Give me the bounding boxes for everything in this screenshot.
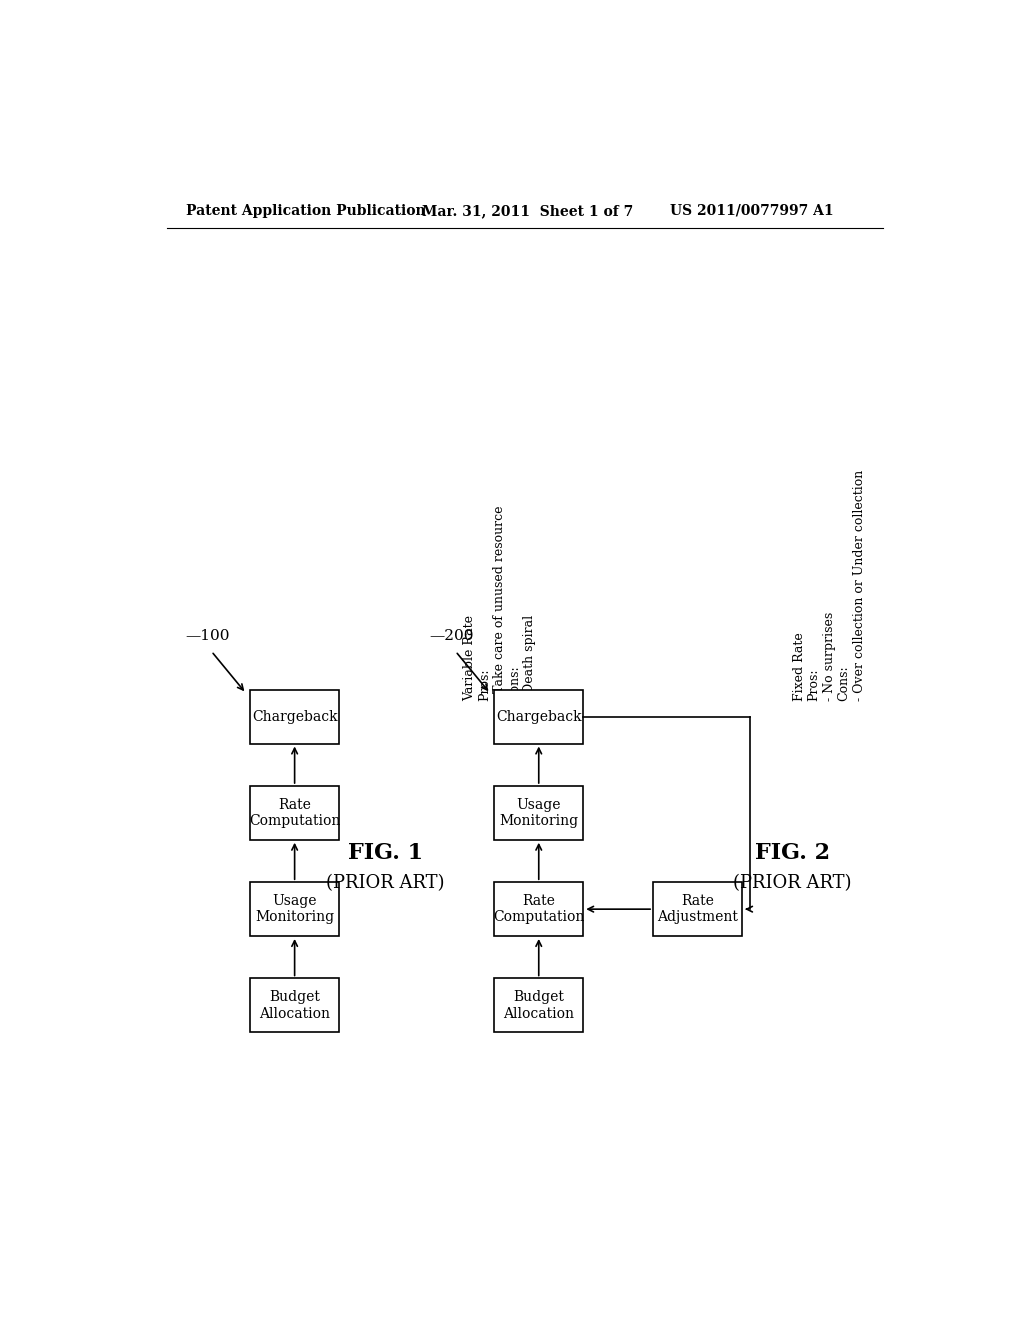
- Text: Patent Application Publication: Patent Application Publication: [186, 203, 426, 218]
- Text: Rate
Computation: Rate Computation: [249, 797, 340, 828]
- Text: FIG. 1: FIG. 1: [348, 842, 423, 865]
- Text: Rate
Adjustment: Rate Adjustment: [657, 894, 738, 924]
- Text: Rate
Computation: Rate Computation: [494, 894, 585, 924]
- Text: (PRIOR ART): (PRIOR ART): [733, 874, 852, 891]
- Text: —200: —200: [429, 630, 474, 644]
- Text: Budget
Allocation: Budget Allocation: [259, 990, 330, 1020]
- Text: Usage
Monitoring: Usage Monitoring: [499, 797, 579, 828]
- Text: Budget
Allocation: Budget Allocation: [503, 990, 574, 1020]
- Bar: [250, 978, 339, 1032]
- Text: Mar. 31, 2011  Sheet 1 of 7: Mar. 31, 2011 Sheet 1 of 7: [423, 203, 634, 218]
- Text: FIG. 2: FIG. 2: [755, 842, 830, 865]
- Bar: [250, 785, 339, 840]
- Text: Fixed Rate
Pros:
- No surprises
Cons:
- Over collection or Under collection: Fixed Rate Pros: - No surprises Cons: - …: [793, 470, 865, 701]
- Text: Chargeback: Chargeback: [496, 710, 582, 723]
- Text: Variable Rate
Pros:
- Take care of unused resource
Cons:
- Death spiral: Variable Rate Pros: - Take care of unuse…: [463, 506, 537, 701]
- Bar: [653, 882, 742, 936]
- Text: Chargeback: Chargeback: [252, 710, 338, 723]
- Bar: [495, 978, 584, 1032]
- Bar: [495, 689, 584, 743]
- Text: —100: —100: [185, 630, 229, 644]
- Bar: [250, 882, 339, 936]
- Bar: [250, 689, 339, 743]
- Bar: [495, 785, 584, 840]
- Text: Usage
Monitoring: Usage Monitoring: [255, 894, 334, 924]
- Bar: [495, 882, 584, 936]
- Text: (PRIOR ART): (PRIOR ART): [327, 874, 445, 891]
- Text: US 2011/0077997 A1: US 2011/0077997 A1: [671, 203, 835, 218]
